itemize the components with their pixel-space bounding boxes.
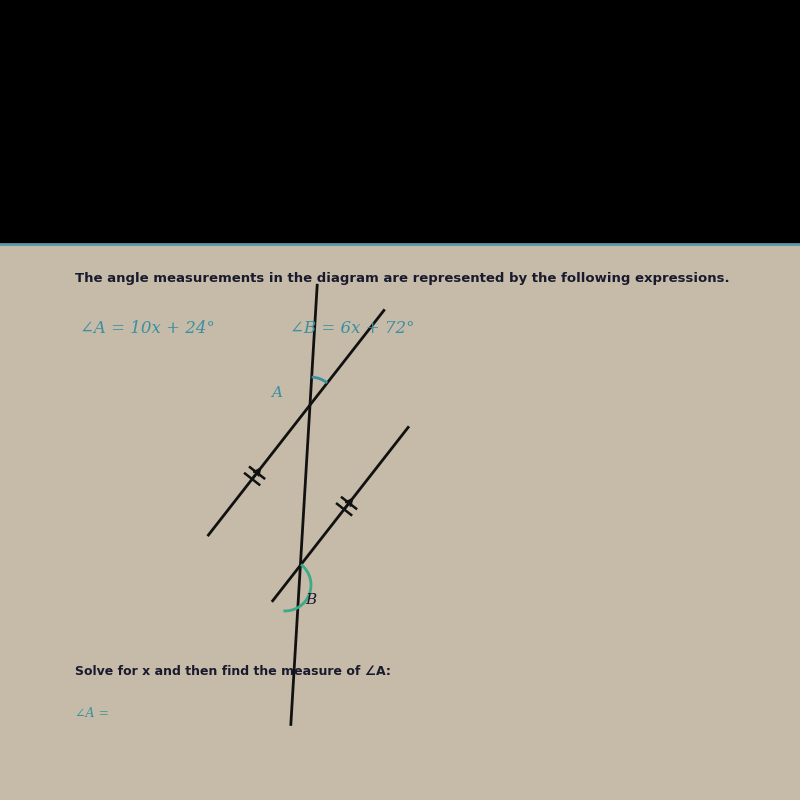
Text: ∠A =: ∠A = — [75, 707, 109, 720]
Text: The angle measurements in the diagram are represented by the following expressio: The angle measurements in the diagram ar… — [75, 272, 730, 285]
Text: B: B — [305, 593, 316, 607]
Text: ∠A = 10x + 24°: ∠A = 10x + 24° — [80, 320, 215, 337]
Bar — [0, 244, 800, 800]
Text: A: A — [271, 386, 282, 400]
Text: Solve for x and then find the measure of ∠A:: Solve for x and then find the measure of… — [75, 665, 391, 678]
Text: ∠B = 6x + 72°: ∠B = 6x + 72° — [290, 320, 414, 337]
Bar — [0, 0, 800, 244]
